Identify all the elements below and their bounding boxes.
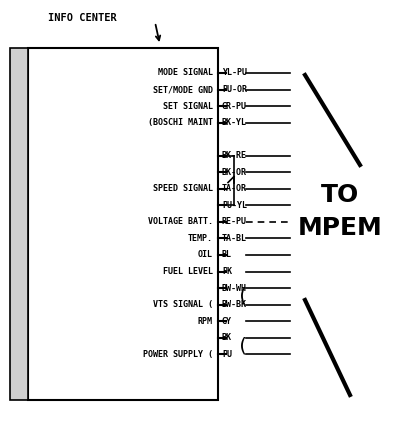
Bar xyxy=(10,48,28,400)
Text: TA-BL: TA-BL xyxy=(222,234,247,243)
Text: BK-YL: BK-YL xyxy=(222,118,247,127)
Text: SPEED SIGNAL: SPEED SIGNAL xyxy=(153,184,213,193)
Text: TEMP.: TEMP. xyxy=(188,234,213,243)
Text: TO: TO xyxy=(321,183,359,207)
Text: YL-PU: YL-PU xyxy=(222,69,247,78)
Text: OIL: OIL xyxy=(198,251,213,259)
Text: BW-WH: BW-WH xyxy=(222,284,247,293)
Text: PK: PK xyxy=(222,267,232,276)
Bar xyxy=(28,48,218,400)
Text: SET SIGNAL: SET SIGNAL xyxy=(163,102,213,111)
Text: MODE SIGNAL: MODE SIGNAL xyxy=(158,69,213,78)
Text: TA-OR: TA-OR xyxy=(222,184,247,193)
Text: BL: BL xyxy=(222,251,232,259)
Text: PU: PU xyxy=(222,350,232,359)
Text: BK-RE: BK-RE xyxy=(222,151,247,160)
Text: BK-OR: BK-OR xyxy=(222,168,247,177)
Text: INFO CENTER: INFO CENTER xyxy=(48,13,117,23)
Text: (: ( xyxy=(237,287,249,306)
Text: GY: GY xyxy=(222,317,232,326)
Text: PU-YL: PU-YL xyxy=(222,201,247,210)
Text: (: ( xyxy=(237,337,249,355)
Text: RE-PU: RE-PU xyxy=(222,218,247,226)
Text: MPEM: MPEM xyxy=(298,216,382,240)
Text: PU-OR: PU-OR xyxy=(222,85,247,94)
Text: VOLTAGE BATT.: VOLTAGE BATT. xyxy=(148,218,213,226)
Text: BK: BK xyxy=(222,333,232,342)
Text: GR-PU: GR-PU xyxy=(222,102,247,111)
Text: POWER SUPPLY (: POWER SUPPLY ( xyxy=(143,350,213,359)
Text: RPM: RPM xyxy=(198,317,213,326)
Text: BW-BK: BW-BK xyxy=(222,300,247,309)
Text: (BOSCHI MAINT: (BOSCHI MAINT xyxy=(148,118,213,127)
Text: FUEL LEVEL: FUEL LEVEL xyxy=(163,267,213,276)
Text: SET/MODE GND: SET/MODE GND xyxy=(153,85,213,94)
Text: VTS SIGNAL (: VTS SIGNAL ( xyxy=(153,300,213,309)
